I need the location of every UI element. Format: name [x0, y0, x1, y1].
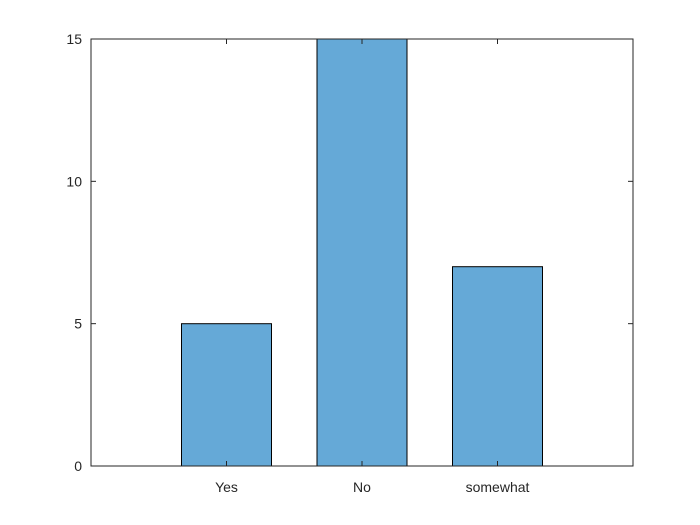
x-tick-label: Yes [215, 479, 238, 495]
y-tick-label: 0 [74, 458, 82, 474]
bar-yes [182, 324, 272, 466]
bar-somewhat [453, 267, 543, 466]
y-tick-label: 10 [66, 173, 82, 189]
y-tick-label: 5 [74, 316, 82, 332]
x-tick-label: somewhat [466, 479, 530, 495]
bar-no [317, 39, 407, 466]
y-tick-label: 15 [66, 31, 82, 47]
x-tick-label: No [353, 479, 371, 495]
